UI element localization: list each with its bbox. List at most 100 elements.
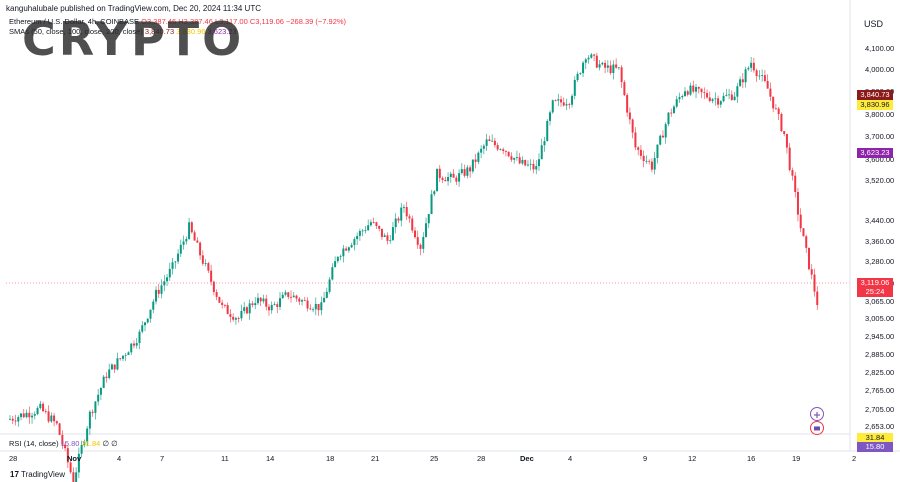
candle-body bbox=[791, 170, 794, 176]
candle-body bbox=[28, 412, 31, 418]
candle-body bbox=[221, 302, 224, 305]
candle-body bbox=[223, 304, 226, 306]
candle-body bbox=[281, 294, 284, 299]
candle-body bbox=[777, 108, 780, 115]
candle-body bbox=[375, 222, 378, 226]
candle-body bbox=[14, 420, 17, 422]
candle-body bbox=[155, 289, 158, 302]
sma50-tag: 3,840.73 bbox=[857, 90, 893, 100]
candle-body bbox=[61, 434, 64, 445]
candle-body bbox=[356, 235, 359, 240]
candle-body bbox=[422, 236, 425, 249]
candle-body bbox=[36, 408, 39, 415]
candle-body bbox=[601, 62, 604, 65]
candle-body bbox=[168, 268, 171, 278]
time-axis-label: 18 bbox=[326, 454, 335, 463]
candle-body bbox=[130, 343, 133, 353]
candle-body bbox=[449, 173, 452, 177]
candle-body bbox=[199, 242, 202, 256]
candle-body bbox=[615, 64, 618, 68]
candle-body bbox=[686, 91, 689, 95]
time-axis-label: 16 bbox=[747, 454, 756, 463]
candle-body bbox=[628, 112, 631, 120]
candle-body bbox=[752, 62, 755, 71]
tradingview-logo[interactable]: 17 TradingView bbox=[10, 470, 65, 479]
candle-body bbox=[645, 160, 648, 162]
candle-body bbox=[672, 106, 675, 114]
candle-body bbox=[681, 95, 684, 98]
candle-body bbox=[53, 415, 56, 422]
candle-body bbox=[188, 222, 191, 239]
candles-group bbox=[9, 52, 819, 482]
event-plus-icon[interactable] bbox=[810, 407, 824, 421]
candle-body bbox=[678, 97, 681, 100]
currency-label[interactable]: USD bbox=[864, 19, 884, 29]
candle-body bbox=[480, 148, 483, 153]
candle-body bbox=[55, 421, 58, 424]
candle-body bbox=[758, 75, 761, 77]
candle-body bbox=[532, 163, 535, 170]
candle-body bbox=[433, 191, 436, 195]
candle-body bbox=[179, 244, 182, 254]
candle-body bbox=[215, 291, 218, 297]
candle-body bbox=[634, 132, 637, 148]
candle-body bbox=[590, 54, 593, 58]
candle-body bbox=[146, 318, 149, 323]
candle-body bbox=[378, 225, 381, 229]
price-axis-label: 2,653.00 bbox=[865, 422, 895, 431]
candle-body bbox=[229, 314, 232, 317]
price-axis-label: 3,280.00 bbox=[865, 257, 895, 266]
candle-body bbox=[210, 270, 213, 282]
price-axis-label: 3,600.00 bbox=[865, 155, 895, 164]
candle-body bbox=[411, 218, 414, 231]
candle-body bbox=[364, 230, 367, 231]
candle-body bbox=[334, 261, 337, 268]
candle-body bbox=[267, 306, 270, 311]
rsi-value-tag: 15.80 bbox=[857, 442, 893, 452]
time-axis-label: 21 bbox=[371, 454, 380, 463]
economic-event-flag-icon[interactable] bbox=[810, 421, 824, 435]
candle-body bbox=[493, 140, 496, 146]
candle-body bbox=[796, 191, 799, 215]
candle-body bbox=[427, 214, 430, 224]
candle-body bbox=[119, 358, 122, 360]
candle-body bbox=[353, 239, 356, 245]
rsi-extra: ∅ ∅ bbox=[102, 439, 118, 448]
candle-body bbox=[174, 261, 177, 263]
sma200-tag: 3,623.23 bbox=[857, 148, 893, 158]
time-axis-label: 28 bbox=[9, 454, 18, 463]
candle-body bbox=[386, 235, 389, 241]
candle-body bbox=[805, 236, 808, 248]
candle-body bbox=[761, 75, 764, 76]
candle-body bbox=[83, 441, 86, 446]
candle-body bbox=[190, 222, 193, 233]
candle-body bbox=[554, 100, 557, 102]
candle-body bbox=[750, 62, 753, 68]
candle-body bbox=[706, 93, 709, 98]
candle-body bbox=[579, 73, 582, 74]
candle-body bbox=[290, 296, 293, 298]
candle-body bbox=[469, 167, 472, 172]
candle-body bbox=[270, 304, 273, 311]
candle-body bbox=[50, 415, 53, 422]
candle-body bbox=[182, 241, 185, 245]
candle-body bbox=[105, 376, 108, 378]
candle-body bbox=[766, 80, 769, 89]
candle-body bbox=[562, 102, 565, 106]
candle-body bbox=[507, 151, 510, 157]
candle-body bbox=[717, 98, 720, 105]
time-axis-label: 19 bbox=[792, 454, 801, 463]
candle-body bbox=[502, 149, 505, 151]
candle-body bbox=[504, 150, 507, 152]
candle-body bbox=[755, 70, 758, 77]
candle-body bbox=[485, 139, 488, 146]
candle-body bbox=[25, 412, 28, 418]
candle-body bbox=[336, 256, 339, 262]
candle-body bbox=[262, 298, 265, 302]
sma100-tag: 3,830.96 bbox=[857, 100, 893, 110]
time-axis-label: 11 bbox=[221, 454, 229, 463]
candle-body bbox=[471, 159, 474, 172]
candle-body bbox=[521, 159, 524, 164]
candle-body bbox=[163, 281, 166, 286]
